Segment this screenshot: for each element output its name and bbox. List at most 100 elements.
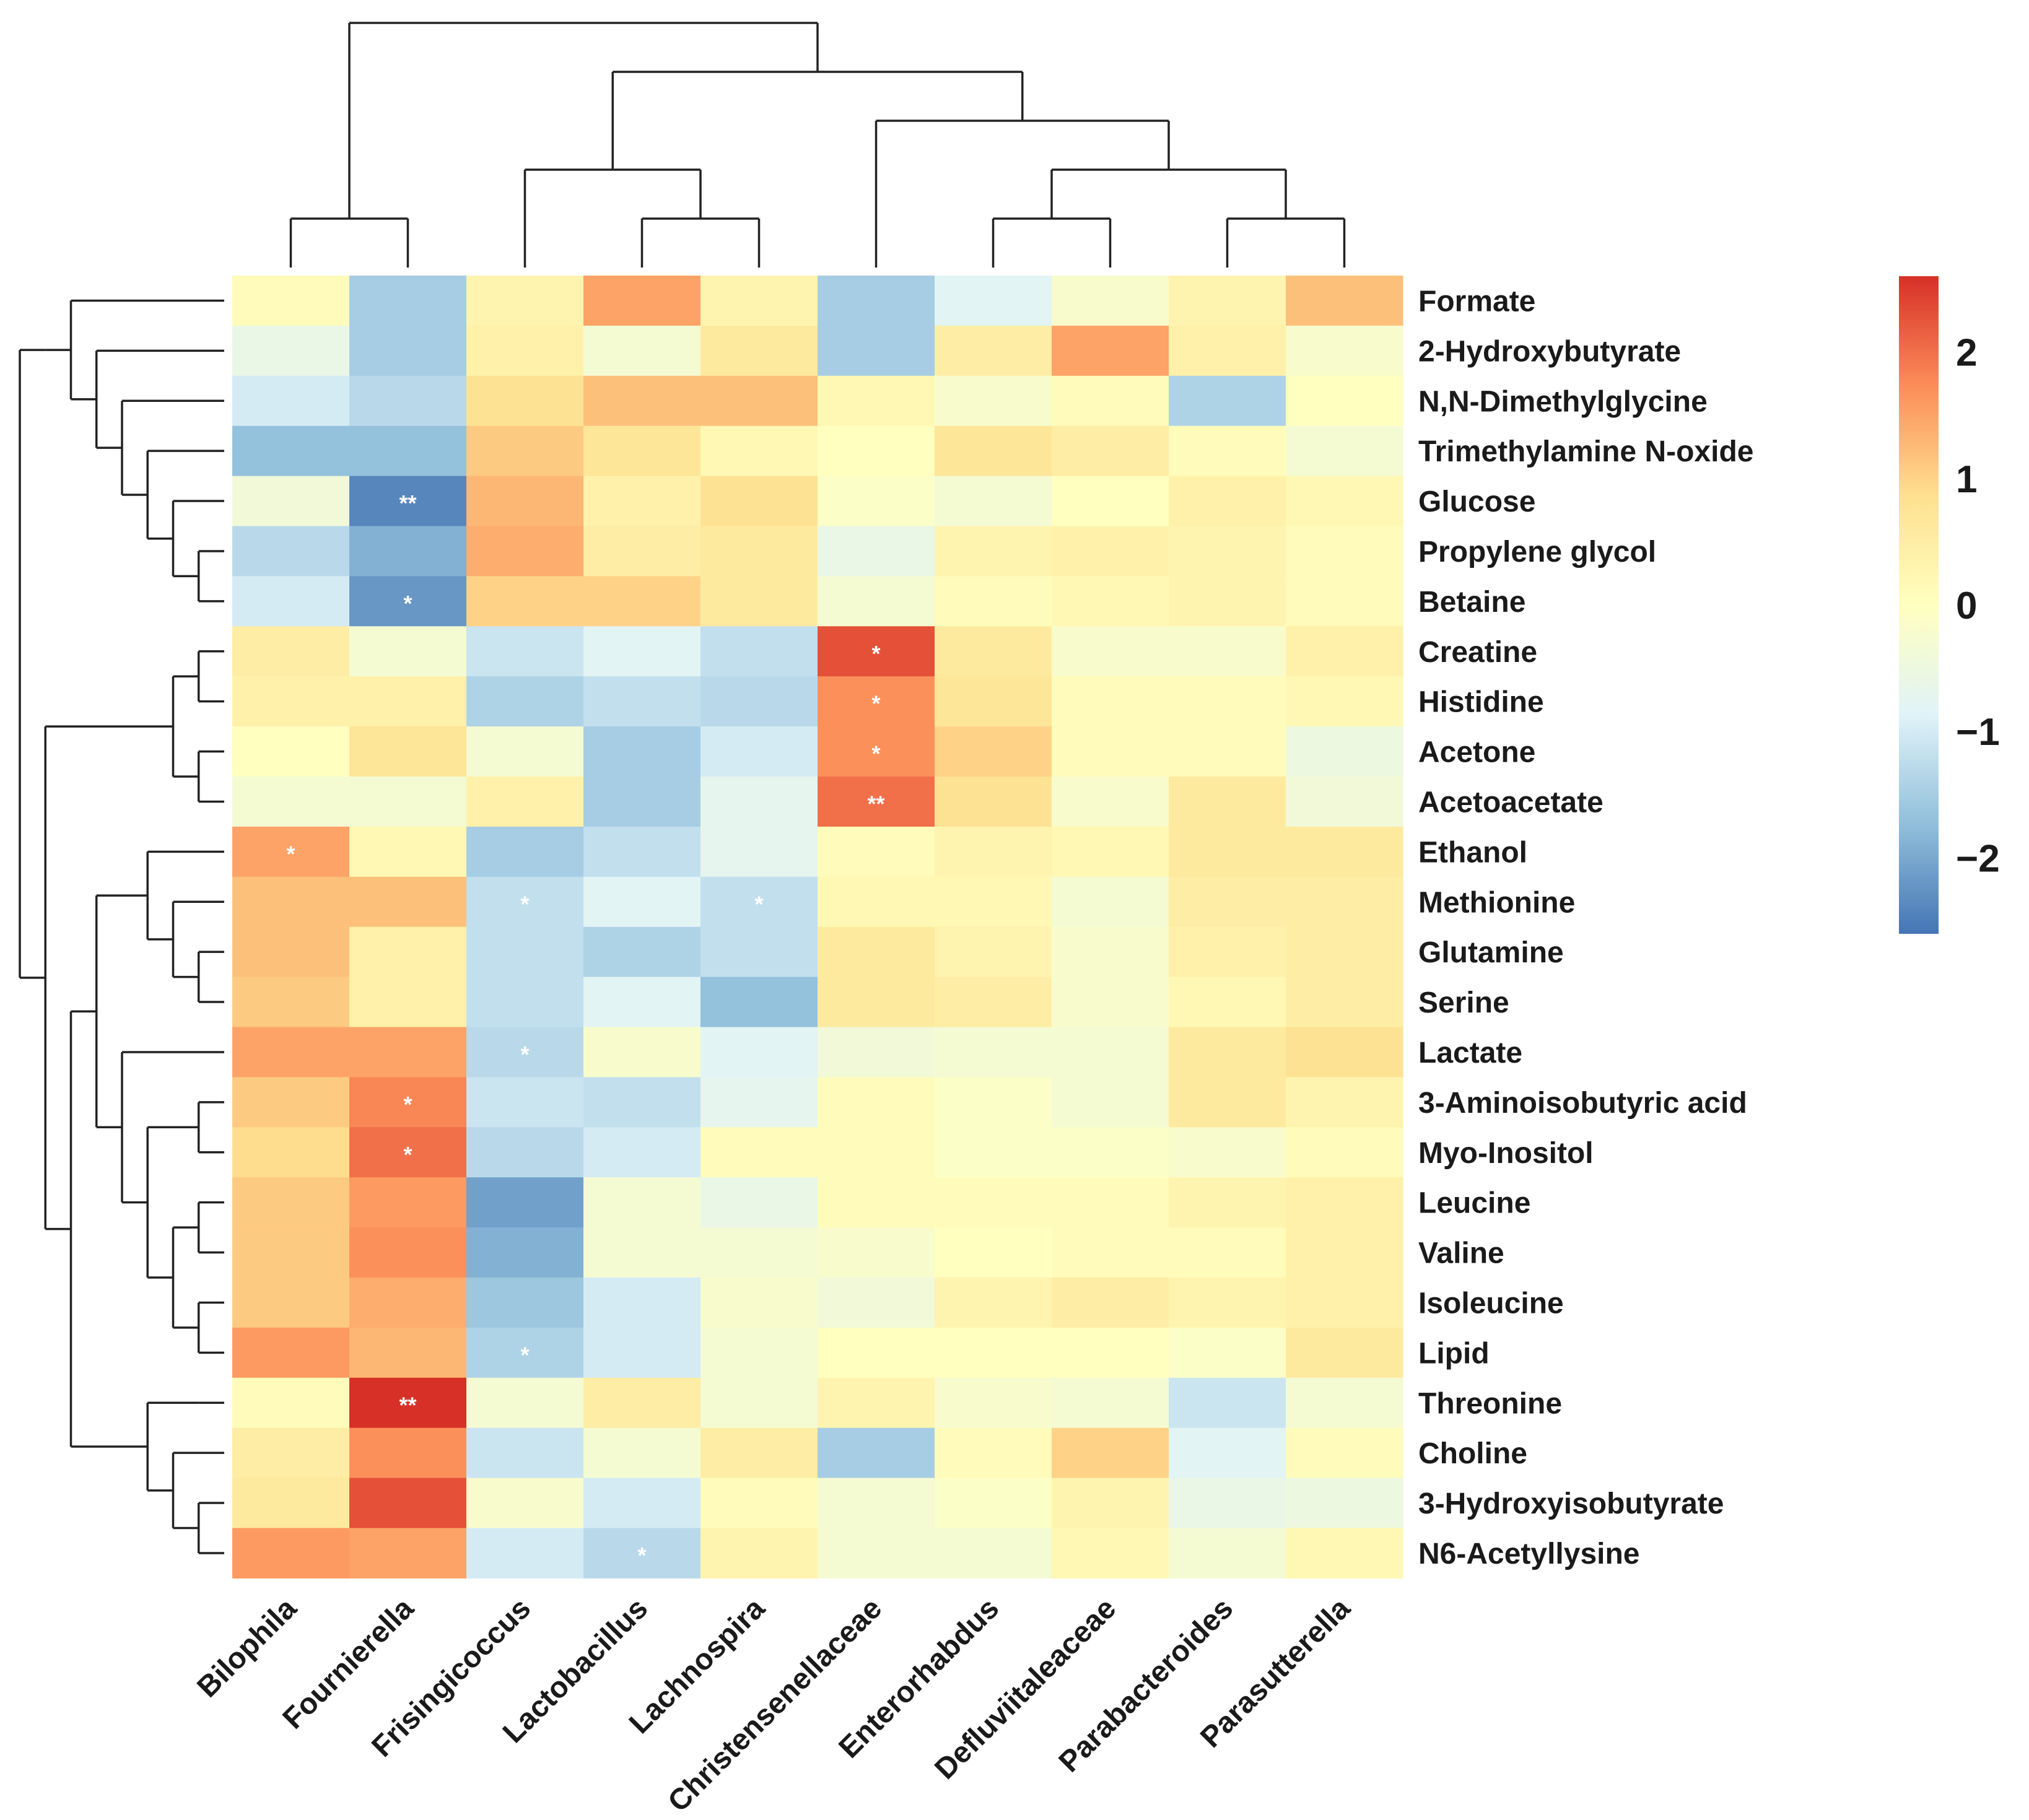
- heatmap-cell: [1286, 726, 1403, 777]
- heatmap-cell: [232, 777, 350, 827]
- heatmap-cell: [818, 1027, 935, 1078]
- heatmap-cell: [1052, 526, 1169, 577]
- heatmap-cell: [1286, 1227, 1403, 1278]
- significance-marker: *: [871, 741, 880, 767]
- column-dendrogram: [289, 22, 1346, 268]
- heatmap-cell: [583, 1377, 701, 1429]
- row-label: Threonine: [1418, 1387, 1562, 1420]
- heatmap-cell: [466, 1227, 584, 1278]
- heatmap-cell: [700, 977, 818, 1028]
- heatmap-cell: [935, 1027, 1052, 1078]
- row-label: Formate: [1418, 285, 1535, 318]
- heatmap-cell: [818, 1377, 935, 1429]
- heatmap-cell: [583, 276, 701, 326]
- row-labels: Formate 2-Hydroxybutyrate N,N-Dimethylglyc…: [1418, 285, 1753, 1570]
- heatmap-cell: [700, 876, 818, 928]
- colorbar-tick-label: 2: [1956, 332, 1977, 375]
- heatmap-cell: [1169, 1327, 1286, 1378]
- heatmap-cell: [700, 576, 818, 627]
- heatmap-cell: [583, 1127, 701, 1178]
- heatmap-cell: [818, 1127, 935, 1178]
- heatmap-cell: [818, 325, 935, 377]
- colorbar-tick-label: −2: [1956, 837, 2000, 880]
- heatmap-cell: [700, 325, 818, 377]
- heatmap-cell: [1052, 876, 1169, 928]
- heatmap-cell: [935, 1127, 1052, 1178]
- heatmap-cell: [466, 1377, 584, 1429]
- heatmap-cell: [232, 1478, 350, 1529]
- heatmap-cell: [700, 1027, 818, 1078]
- heatmap-cell: [1169, 1027, 1286, 1078]
- heatmap-cell: [349, 1377, 467, 1429]
- heatmap-cell: [1286, 576, 1403, 627]
- heatmap-cell: [700, 1227, 818, 1278]
- heatmap-cells: [232, 276, 1403, 1578]
- heatmap-cell: [466, 977, 584, 1028]
- heatmap-cell: [1169, 1528, 1286, 1578]
- heatmap-cell: [935, 1077, 1052, 1128]
- heatmap-cell: [1052, 977, 1169, 1028]
- heatmap-cell: [818, 1278, 935, 1328]
- heatmap-cell: [1169, 1478, 1286, 1529]
- heatmap-cell: [583, 777, 701, 827]
- heatmap-cell: [466, 1077, 584, 1128]
- heatmap-cell: [466, 1327, 584, 1378]
- heatmap-cell: [935, 1528, 1052, 1578]
- colorbar-gradient: [1899, 276, 1939, 934]
- heatmap-cell: [935, 1227, 1052, 1278]
- heatmap-cell: [232, 325, 350, 377]
- heatmap-cell: [1286, 676, 1403, 727]
- significance-marker: *: [637, 1543, 646, 1568]
- heatmap-cell: [935, 626, 1052, 677]
- heatmap-cell: [583, 1278, 701, 1328]
- heatmap-cell: [1286, 926, 1403, 978]
- row-label: Acetoacetate: [1418, 786, 1604, 819]
- heatmap-cell: [935, 1327, 1052, 1378]
- heatmap-cell: [583, 576, 701, 627]
- heatmap-cell: [935, 1427, 1052, 1479]
- heatmap-cell: [349, 1278, 467, 1328]
- heatmap-cell: [700, 1528, 818, 1578]
- heatmap-cell: [1052, 1127, 1169, 1178]
- heatmap-cell: [700, 526, 818, 577]
- heatmap-cell: [466, 1027, 584, 1078]
- significance-marker: *: [403, 1092, 412, 1117]
- heatmap-cell: [466, 1528, 584, 1578]
- heatmap-cell: [349, 1528, 467, 1578]
- heatmap-cell: [818, 576, 935, 627]
- significance-marker: *: [520, 1342, 529, 1367]
- heatmap-cell: [349, 276, 467, 326]
- heatmap-cell: [466, 1478, 584, 1529]
- colorbar-tick-label: 1: [1956, 458, 1977, 501]
- heatmap-cell: [466, 276, 584, 326]
- heatmap-cell: [1286, 1077, 1403, 1128]
- heatmap-cell: [935, 1278, 1052, 1328]
- heatmap-cell: [232, 1177, 350, 1228]
- heatmap-cell: [583, 476, 701, 527]
- heatmap-cell: [1286, 375, 1403, 427]
- heatmap-cell: [818, 1227, 935, 1278]
- heatmap-cell: [1286, 1528, 1403, 1578]
- heatmap-cell: [1052, 1377, 1169, 1429]
- significance-marker: *: [871, 641, 880, 666]
- heatmap-cell: [466, 626, 584, 677]
- row-label: 2-Hydroxybutyrate: [1418, 335, 1681, 368]
- heatmap-cell: [349, 476, 467, 527]
- heatmap-cell: [818, 526, 935, 577]
- heatmap-cell: [466, 726, 584, 777]
- row-dendrogram: [19, 299, 224, 1554]
- heatmap-cell: [583, 1177, 701, 1228]
- heatmap-cell: [1052, 726, 1169, 777]
- heatmap-cell: [349, 576, 467, 627]
- heatmap-cell: [349, 1177, 467, 1228]
- heatmap-cell: [818, 1528, 935, 1578]
- heatmap-cell: [1052, 676, 1169, 727]
- heatmap-cell: [232, 1377, 350, 1429]
- heatmap-cell: [466, 926, 584, 978]
- heatmap-cell: [583, 1478, 701, 1529]
- heatmap-cell: [349, 726, 467, 777]
- heatmap-cell: [583, 1528, 701, 1578]
- heatmap-cell: [232, 526, 350, 577]
- heatmap-cell: [1169, 876, 1286, 928]
- heatmap-cell: [232, 1127, 350, 1178]
